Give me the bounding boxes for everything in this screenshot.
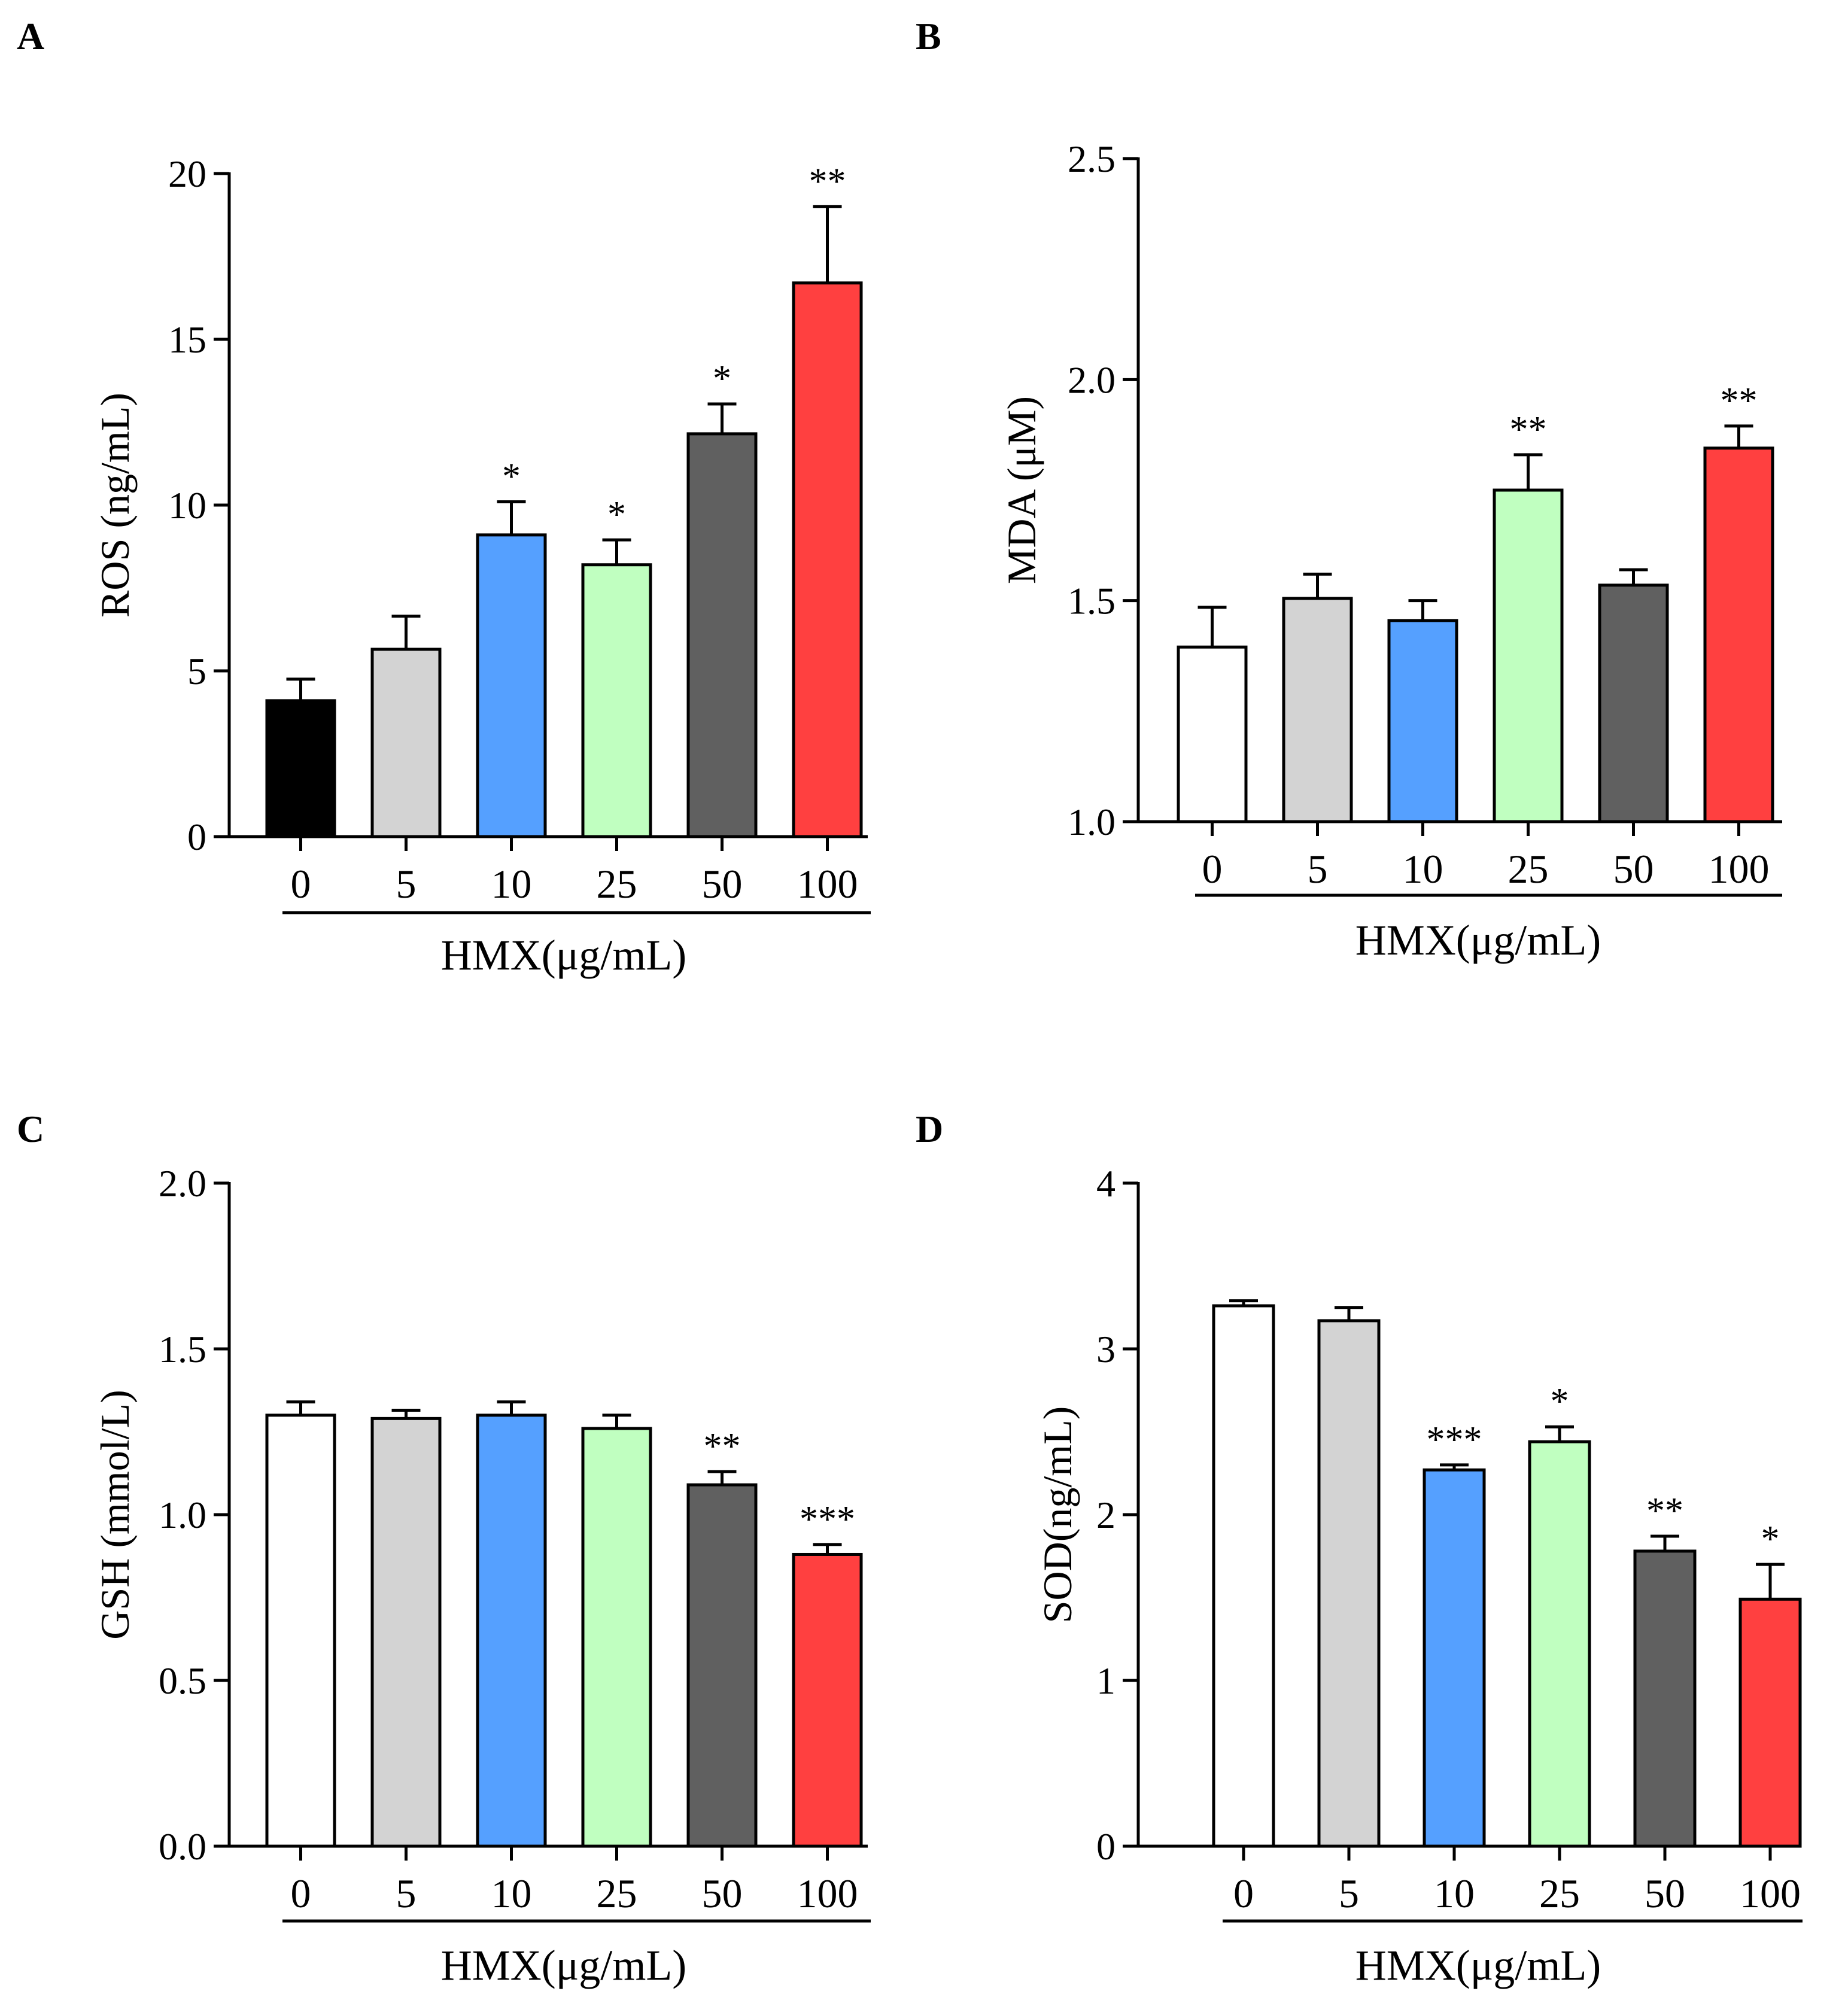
x-tick-label: 0 xyxy=(291,861,311,907)
significance-marker: * xyxy=(607,494,626,535)
bar-5 xyxy=(1282,597,1353,823)
x-tick-label: 50 xyxy=(702,1871,743,1916)
x-tick-label: 25 xyxy=(597,861,637,907)
bar-10 xyxy=(1423,1468,1486,1848)
x-tick-label: 100 xyxy=(797,1871,858,1916)
panel-b: B 1.0 1.5 2.0 2.5 0 5 10 ** 25 50 ** 100 HMX(μg/mL) M… xyxy=(916,15,1782,964)
bar-50 xyxy=(686,1483,758,1848)
y-axis-label: MDA (μM) xyxy=(999,396,1044,584)
y-tick-label: 1.0 xyxy=(159,1494,206,1536)
y-tick-label: 2 xyxy=(1096,1494,1116,1536)
y-tick-label: 0.0 xyxy=(159,1825,206,1868)
x-tick-label: 25 xyxy=(1539,1871,1580,1916)
x-tick-label: 25 xyxy=(597,1871,637,1916)
x-tick-label: 5 xyxy=(1339,1871,1359,1916)
bar-50 xyxy=(1633,1549,1697,1848)
bar-50 xyxy=(686,432,758,838)
x-tick-label: 5 xyxy=(1308,846,1328,892)
bar-100 xyxy=(1738,1597,1802,1848)
y-axis-label: ROS (ng/mL) xyxy=(92,393,138,618)
panel-label-b: B xyxy=(916,15,941,57)
x-axis-label: HMX(μg/mL) xyxy=(441,931,687,979)
significance-marker: * xyxy=(502,456,521,497)
y-tick-label: 1.0 xyxy=(1068,801,1116,843)
bar-10 xyxy=(476,533,547,838)
panel-a: A 0 5 10 15 20 0 5 * 10 * 25 * 50 ** 100 HMX(μg/mL) ROS … xyxy=(17,15,871,979)
x-axis-label: HMX(μg/mL) xyxy=(1355,1941,1601,1989)
y-tick-label: 0.5 xyxy=(159,1659,206,1702)
significance-marker: ** xyxy=(1721,381,1758,421)
x-tick-label: 100 xyxy=(1740,1871,1801,1916)
significance-marker: * xyxy=(1551,1381,1569,1422)
x-tick-label: 10 xyxy=(491,1871,532,1916)
bar-100 xyxy=(792,1552,863,1848)
significance-marker: ** xyxy=(809,161,846,202)
bar-100 xyxy=(1703,446,1774,823)
significance-marker: ** xyxy=(1646,1491,1683,1531)
x-axis-label: HMX(μg/mL) xyxy=(1355,916,1601,964)
y-tick-label: 5 xyxy=(187,650,206,692)
y-tick-label: 3 xyxy=(1096,1328,1116,1370)
significance-marker: * xyxy=(713,358,731,399)
bar-10 xyxy=(1387,619,1458,823)
panel-c: C 0.0 0.5 1.0 1.5 2.0 0 5 10 25 ** 50 *** 100 HMX(μg/… xyxy=(17,1108,871,1989)
y-tick-label: 2.0 xyxy=(159,1162,206,1205)
x-tick-label: 5 xyxy=(396,1871,417,1916)
x-tick-label: 25 xyxy=(1508,846,1549,892)
bar-25 xyxy=(1528,1440,1591,1848)
bar-0 xyxy=(1212,1304,1275,1848)
y-tick-label: 15 xyxy=(168,318,206,361)
bar-5 xyxy=(370,1417,442,1848)
panel-label-a: A xyxy=(17,15,44,57)
x-tick-label: 0 xyxy=(1202,846,1223,892)
bar-50 xyxy=(1598,583,1669,823)
y-axis-label: SOD(ng/mL) xyxy=(1035,1406,1080,1624)
y-tick-label: 0 xyxy=(1096,1825,1116,1868)
significance-marker: ** xyxy=(704,1426,741,1467)
panel-d: D 0 1 2 3 4 0 5 *** 10 * 25 ** 50 * 100 HMX(μg/mL) SOD(n… xyxy=(916,1108,1803,1989)
bar-25 xyxy=(581,563,652,838)
x-tick-label: 100 xyxy=(1709,846,1770,892)
y-tick-label: 4 xyxy=(1096,1162,1116,1205)
x-tick-label: 5 xyxy=(396,861,417,907)
bar-0 xyxy=(265,699,336,838)
x-tick-label: 0 xyxy=(1233,1871,1254,1916)
bar-5 xyxy=(370,648,442,838)
y-tick-label: 1.5 xyxy=(159,1328,206,1370)
y-axis-label: GSH (mmol/L) xyxy=(92,1390,138,1639)
significance-marker: *** xyxy=(800,1499,855,1540)
x-axis-label: HMX(μg/mL) xyxy=(441,1941,687,1989)
panel-label-d: D xyxy=(916,1108,943,1150)
y-tick-label: 0 xyxy=(187,816,206,858)
bar-0 xyxy=(265,1414,336,1848)
bar-25 xyxy=(581,1427,652,1848)
x-tick-label: 100 xyxy=(797,861,858,907)
x-tick-label: 50 xyxy=(1613,846,1654,892)
bar-5 xyxy=(1317,1319,1381,1848)
y-tick-label: 20 xyxy=(168,153,206,195)
x-tick-label: 50 xyxy=(702,861,743,907)
bar-0 xyxy=(1177,645,1248,823)
y-tick-label: 2.5 xyxy=(1068,138,1116,180)
bar-25 xyxy=(1493,488,1564,823)
y-tick-label: 2.0 xyxy=(1068,358,1116,401)
y-tick-label: 1 xyxy=(1096,1659,1116,1702)
bar-100 xyxy=(792,281,863,838)
bar-10 xyxy=(476,1414,547,1848)
x-tick-label: 10 xyxy=(491,861,532,907)
x-tick-label: 50 xyxy=(1645,1871,1685,1916)
significance-marker: *** xyxy=(1427,1420,1482,1460)
significance-marker: ** xyxy=(1510,409,1547,450)
x-tick-label: 10 xyxy=(1434,1871,1475,1916)
y-tick-label: 10 xyxy=(168,484,206,527)
panel-label-c: C xyxy=(17,1108,44,1150)
y-tick-label: 1.5 xyxy=(1068,580,1116,622)
significance-marker: * xyxy=(1761,1519,1780,1560)
x-tick-label: 10 xyxy=(1403,846,1443,892)
x-tick-label: 0 xyxy=(291,1871,311,1916)
